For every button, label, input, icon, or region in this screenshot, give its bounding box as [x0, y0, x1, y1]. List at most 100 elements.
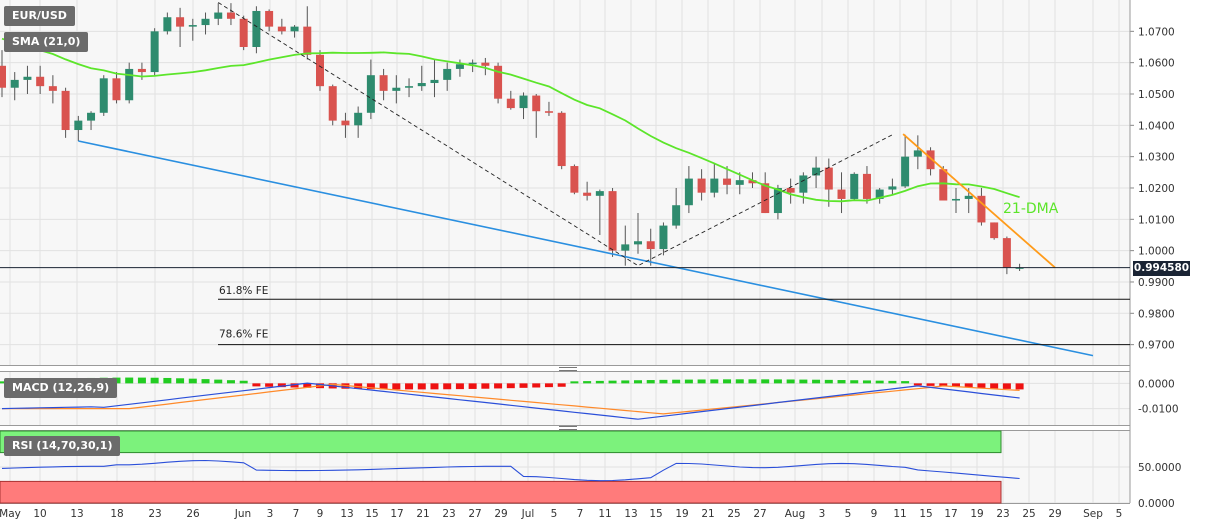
candle-body — [977, 195, 986, 223]
macd-histogram-bar — [812, 379, 821, 384]
candle — [595, 189, 604, 235]
candle-body — [519, 95, 528, 109]
candle — [48, 75, 57, 104]
sma-indicator-label[interactable]: SMA (21,0) — [4, 32, 89, 52]
candle — [214, 3, 223, 26]
macd-histogram-bar — [150, 377, 159, 384]
candle-body — [1002, 238, 1011, 268]
candle — [494, 62, 503, 104]
candle-body — [36, 76, 45, 87]
candle — [786, 178, 795, 204]
sma-21-line — [1, 37, 1020, 203]
y-tick-label-main: 0.9900 — [1138, 277, 1175, 289]
macd-histogram-bar — [137, 377, 146, 384]
candle — [646, 228, 655, 266]
x-tick-label: 25 — [1022, 508, 1035, 520]
x-tick-label: 23 — [442, 508, 455, 520]
candle-body — [990, 222, 999, 239]
x-tick-label: Sep — [1083, 508, 1103, 520]
candle-body — [176, 17, 185, 27]
candle-body — [583, 192, 592, 196]
y-tick-label-main: 0.9800 — [1138, 308, 1175, 320]
candle-body — [443, 68, 452, 80]
candle — [188, 18, 197, 41]
support-trendline — [78, 140, 1094, 357]
candle-body — [303, 26, 312, 55]
candle — [977, 187, 986, 226]
candle-body — [468, 62, 477, 65]
candle-body — [888, 186, 897, 190]
x-tick-label: Aug — [785, 508, 806, 520]
candle — [125, 62, 134, 104]
candle-body — [150, 31, 159, 73]
macd-histogram-bar — [761, 379, 770, 384]
y-tick-label-main: 1.0200 — [1138, 183, 1175, 195]
candle-body — [532, 95, 541, 112]
candle-body — [786, 187, 795, 193]
candle-body — [455, 64, 464, 69]
candle — [544, 101, 553, 116]
y-tick-label-main: 1.0700 — [1138, 26, 1175, 38]
symbol-label[interactable]: EUR/USD — [4, 6, 75, 26]
macd-histogram-bar — [0, 381, 6, 384]
candle-body — [672, 205, 681, 226]
candle-body — [697, 178, 706, 193]
x-tick-label: 18 — [110, 508, 123, 520]
candle — [341, 112, 350, 138]
candle-body — [112, 78, 121, 101]
x-tick-label: 13 — [624, 508, 637, 520]
macd-histogram-bar — [570, 381, 579, 384]
candle-body — [405, 86, 414, 88]
candle-body — [595, 191, 604, 196]
x-tick-label: 15 — [919, 508, 932, 520]
macd-histogram-bar — [634, 380, 642, 384]
x-tick-label: 11 — [893, 508, 906, 520]
candle-body — [328, 86, 337, 121]
candle — [74, 115, 83, 141]
macd-histogram-bar — [952, 383, 960, 387]
candle-body — [277, 26, 286, 32]
candle — [366, 59, 375, 120]
y-tick-label-main: 0.9700 — [1138, 340, 1175, 352]
macd-histogram-bar — [239, 380, 248, 384]
macd-histogram-bar — [926, 383, 935, 386]
candle — [150, 28, 159, 76]
candle-body — [646, 241, 655, 250]
candle — [710, 162, 719, 198]
candle-body — [634, 241, 642, 245]
candle-body — [850, 173, 859, 199]
candle — [990, 222, 999, 240]
candle-body — [494, 65, 503, 99]
candle-body — [901, 156, 910, 187]
macd-line — [1, 382, 1020, 420]
candle-body — [10, 79, 19, 88]
macd-histogram-bar — [443, 383, 452, 390]
candle — [379, 68, 388, 101]
macd-histogram-bar — [672, 379, 681, 384]
candle-body — [481, 62, 490, 66]
candle-body — [952, 198, 960, 201]
candle-body — [926, 150, 935, 170]
macd-histogram-bar — [468, 383, 477, 389]
x-tick-label: 5 — [551, 508, 558, 520]
macd-histogram-bar — [532, 383, 541, 388]
candle — [36, 65, 45, 94]
macd-histogram-bar — [188, 378, 197, 384]
x-tick-label: Jul — [521, 508, 535, 520]
macd-histogram-bar — [544, 383, 553, 388]
candle — [862, 166, 871, 204]
candle-body — [557, 112, 566, 167]
y-tick-label-rsi: 0.0000 — [1138, 498, 1175, 510]
x-tick-label: 7 — [577, 508, 584, 520]
macd-indicator-label[interactable]: MACD (12,26,9) — [4, 378, 118, 398]
x-tick-label: 27 — [753, 508, 766, 520]
rsi-indicator-label[interactable]: RSI (14,70,30,1) — [4, 436, 121, 456]
candle — [723, 166, 732, 195]
candle — [354, 106, 363, 138]
candle-body — [163, 17, 172, 32]
candle — [850, 172, 859, 201]
macd-histogram-bar — [799, 379, 808, 384]
y-tick-label-rsi: 50.0000 — [1138, 462, 1181, 474]
macd-histogram-bar — [201, 379, 210, 384]
